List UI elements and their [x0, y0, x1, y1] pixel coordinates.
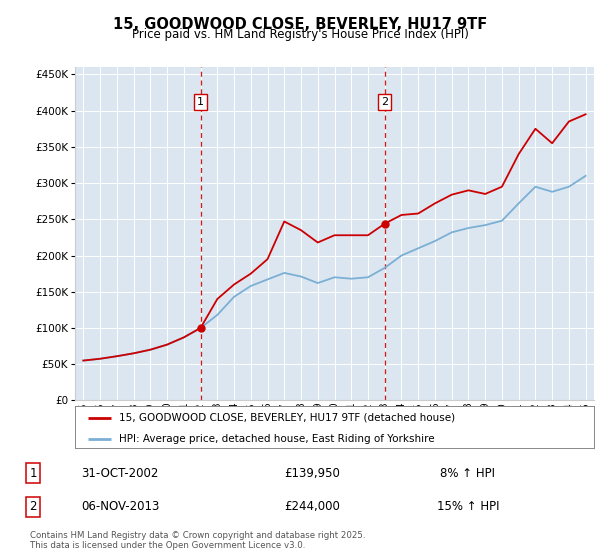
Text: £244,000: £244,000	[284, 500, 340, 514]
Text: 2: 2	[29, 500, 37, 514]
Text: 15, GOODWOOD CLOSE, BEVERLEY, HU17 9TF: 15, GOODWOOD CLOSE, BEVERLEY, HU17 9TF	[113, 17, 487, 32]
Text: 31-OCT-2002: 31-OCT-2002	[82, 466, 158, 480]
Text: 15, GOODWOOD CLOSE, BEVERLEY, HU17 9TF (detached house): 15, GOODWOOD CLOSE, BEVERLEY, HU17 9TF (…	[119, 413, 455, 423]
Text: £139,950: £139,950	[284, 466, 340, 480]
Text: HPI: Average price, detached house, East Riding of Yorkshire: HPI: Average price, detached house, East…	[119, 434, 435, 444]
Text: Contains HM Land Registry data © Crown copyright and database right 2025.
This d: Contains HM Land Registry data © Crown c…	[30, 531, 365, 550]
Text: 2: 2	[381, 97, 388, 107]
Text: Price paid vs. HM Land Registry's House Price Index (HPI): Price paid vs. HM Land Registry's House …	[131, 28, 469, 41]
Text: 15% ↑ HPI: 15% ↑ HPI	[437, 500, 499, 514]
Text: 06-NOV-2013: 06-NOV-2013	[81, 500, 159, 514]
Text: 1: 1	[29, 466, 37, 480]
Text: 1: 1	[197, 97, 204, 107]
Text: 8% ↑ HPI: 8% ↑ HPI	[440, 466, 496, 480]
